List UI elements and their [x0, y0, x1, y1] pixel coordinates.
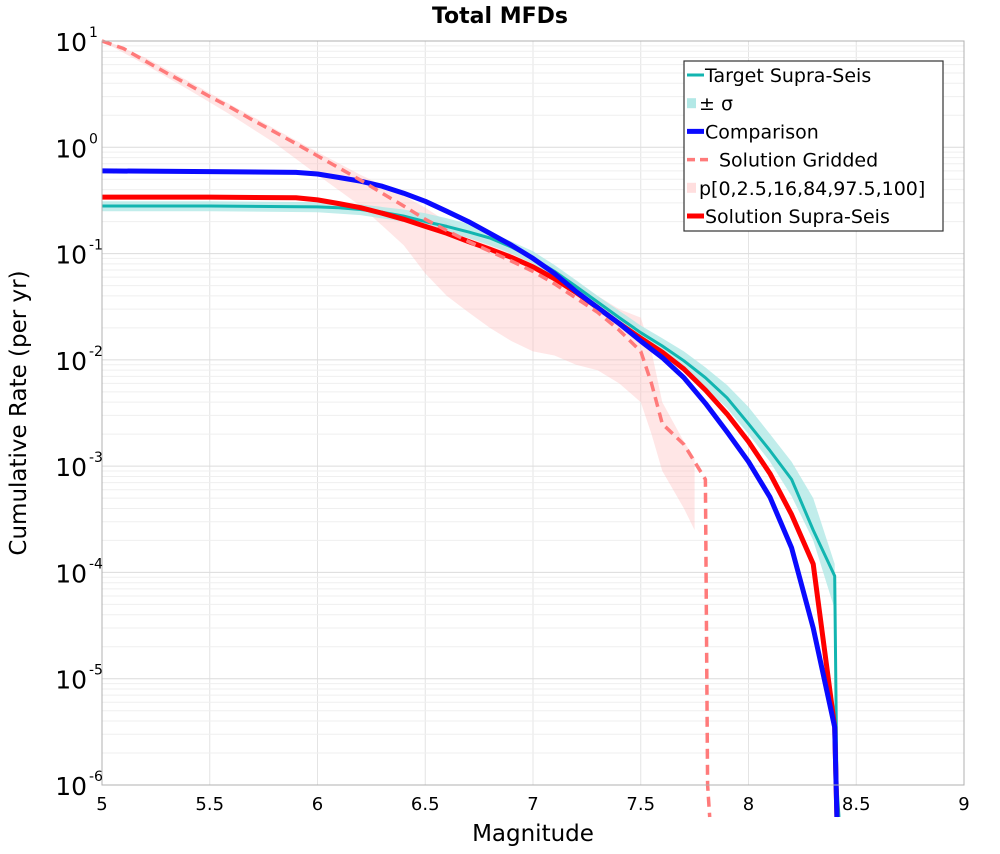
y-tick-exponent: 1	[89, 25, 98, 41]
y-tick-exponent: -1	[89, 238, 103, 254]
series-line-3	[102, 194, 840, 818]
x-axis-label: Magnitude	[472, 821, 594, 847]
percentile-bands	[102, 38, 835, 610]
legend-swatch-patch	[687, 182, 696, 193]
y-tick-exponent: -5	[89, 663, 103, 679]
legend-label: ± σ	[699, 93, 733, 115]
x-tick-label: 7.5	[626, 794, 655, 815]
plot-frame	[101, 40, 965, 786]
x-tick-label: 9	[958, 794, 969, 815]
y-tick-label: 10	[55, 28, 87, 57]
x-axis-ticks: 5 5.5 6 6.5 7 7.5 8 8.5 9	[96, 794, 969, 815]
legend-swatch-patch	[687, 98, 696, 109]
x-tick-label: 8	[743, 794, 754, 815]
y-tick-exponent: -2	[89, 344, 103, 360]
legend-label: Comparison	[705, 121, 819, 143]
y-tick-label: 10	[55, 666, 87, 695]
y-tick-label: 10	[55, 347, 87, 376]
legend-label: Target Supra-Seis	[704, 65, 871, 87]
y-tick-label: 10	[55, 134, 87, 163]
x-tick-label: 8.5	[842, 794, 871, 815]
series-line-2	[101, 39, 712, 818]
x-tick-label: 7	[527, 794, 538, 815]
y-tick-exponent: -3	[89, 450, 103, 466]
x-tick-label: 6.5	[411, 794, 440, 815]
y-tick-label: 10	[55, 772, 87, 801]
y-tick-exponent: -6	[89, 769, 103, 785]
y-tick-exponent: 0	[89, 131, 98, 147]
series-lines	[101, 39, 841, 818]
legend-label: p[0,2.5,16,84,97.5,100]	[699, 178, 925, 200]
chart-title: Total MFDs	[432, 4, 568, 29]
y-axis-label: Cumulative Rate (per yr)	[6, 270, 32, 555]
legend: Target Supra-Seis ± σ Comparison Solution G…	[683, 60, 944, 232]
legend-label: Solution Gridded	[719, 150, 878, 172]
legend-box	[683, 60, 944, 232]
y-tick-label: 10	[55, 241, 87, 270]
x-tick-label: 6	[312, 794, 323, 815]
series-line-1	[101, 168, 840, 818]
x-tick-label: 5	[96, 794, 107, 815]
legend-label: Solution Supra-Seis	[705, 206, 890, 228]
y-tick-label: 10	[55, 453, 87, 482]
y-tick-exponent: -4	[89, 556, 103, 572]
x-tick-label: 5.5	[195, 794, 224, 815]
y-tick-label: 10	[55, 559, 87, 588]
